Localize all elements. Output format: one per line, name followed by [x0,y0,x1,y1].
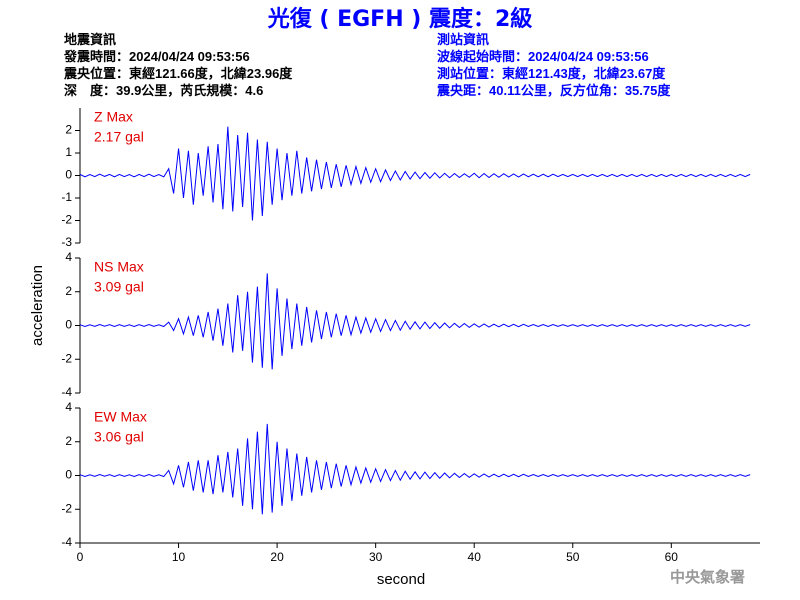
x-tick-label: 10 [172,550,186,564]
x-tick-label: 40 [468,550,482,564]
chart-title: 光復 ( EGFH ) 震度：2級 [267,6,533,32]
y-tick-label: 0 [65,168,72,182]
max-label: EW Max [94,409,147,425]
y-tick-label: 0 [65,468,72,482]
y-tick-label: 0 [65,318,72,332]
waveform [79,273,751,370]
x-tick-label: 50 [566,550,580,564]
y-axis-label: acceleration [29,265,46,346]
x-tick-label: 30 [369,550,383,564]
y-tick-label: 2 [65,123,72,137]
waveform [79,126,751,221]
info-line: 波線起始時間：2024/04/24 09:53:56 [437,49,649,64]
waveform [79,423,751,515]
info-line: 發震時間：2024/04/24 09:53:56 [63,49,250,64]
y-tick-label: -2 [61,351,72,365]
max-label: Z Max [94,109,133,125]
y-tick-label: -1 [61,190,72,204]
info-line: 震央位置：東經121.66度，北緯23.96度 [63,66,293,81]
y-tick-label: -4 [61,385,72,399]
x-tick-label: 20 [270,550,284,564]
y-tick-label: -4 [61,535,72,549]
y-tick-label: 4 [65,400,72,414]
y-tick-label: 4 [65,250,72,264]
info-line: 深 度：39.9公里，芮氏規模：4.6 [64,83,263,98]
info-line: 測站位置：東經121.43度，北緯23.67度 [437,66,666,81]
y-tick-label: -2 [61,213,72,227]
y-tick-label: 1 [65,145,72,159]
x-tick-label: 60 [665,550,679,564]
info-line: 震央距：40.11公里，反方位角：35.75度 [436,83,671,98]
max-value: 2.17 gal [94,129,144,145]
max-label: NS Max [94,259,144,275]
x-axis-label: second [377,571,425,588]
y-tick-label: -2 [61,501,72,515]
x-tick-label: 0 [77,550,84,564]
info-line: 地震資訊 [64,32,116,47]
y-tick-label: -3 [61,235,72,249]
y-tick-label: 2 [65,284,72,298]
max-value: 3.06 gal [94,429,144,445]
info-line: 測站資訊 [437,32,489,47]
footer: 中央氣象署 [670,568,745,586]
max-value: 3.09 gal [94,279,144,295]
y-tick-label: 2 [65,434,72,448]
